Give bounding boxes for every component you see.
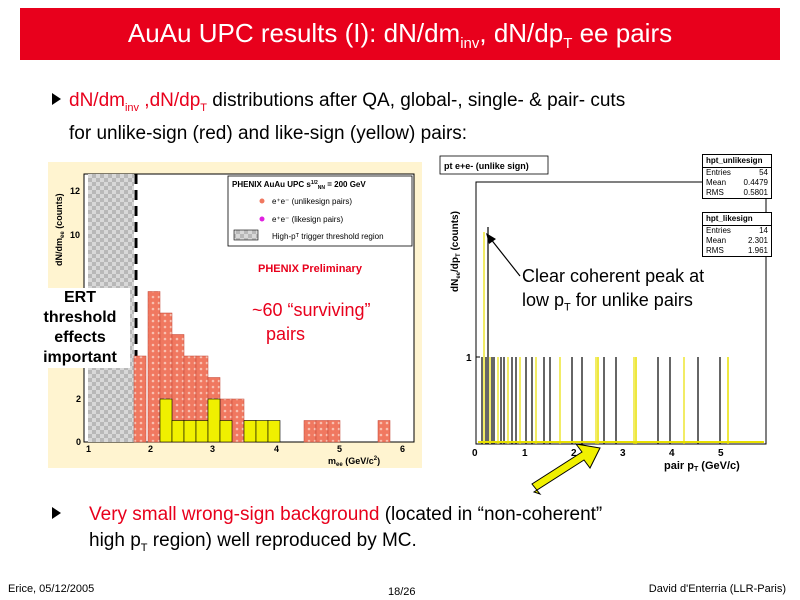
legend-threshold-swatch	[233, 229, 259, 241]
x-tick: 1	[86, 444, 91, 454]
x-tick: 4	[274, 444, 279, 454]
stats-row: Entries 14	[706, 226, 768, 235]
bullet1-red2: ,dN/dp	[139, 90, 201, 111]
y-tick: 2	[76, 394, 81, 404]
unlike-bar	[231, 398, 245, 443]
title-text-post: ee pairs	[572, 18, 673, 48]
bullet2-sub: T	[140, 541, 148, 554]
bullet1-sub: inv	[124, 101, 140, 114]
like-bar	[171, 420, 185, 443]
bullet-2: Very small wrong-sign background (locate…	[52, 502, 602, 561]
unlike-bar	[377, 420, 391, 443]
title-text-mid: , dN/dp	[479, 18, 564, 48]
legend-item-threshold: High-pᵀ trigger threshold region	[272, 232, 384, 241]
bullet2-line2-post: region) well reproduced by MC.	[147, 530, 417, 551]
x-tick: 3	[620, 448, 626, 459]
x-tick: 3	[210, 444, 215, 454]
x-tick: 2	[148, 444, 153, 454]
like-bar	[255, 420, 269, 443]
surviving-line: ~60 “surviving”	[252, 300, 371, 320]
stats-row: Mean 2.301	[706, 236, 768, 245]
like-bar	[159, 398, 173, 443]
title-sub: inv	[460, 35, 480, 53]
mass-distribution-plot: 1 2 3 4 5 6 0 2 10 12 dN/dmee (counts) m…	[48, 162, 422, 468]
ert-annotation: ERT threshold effects important	[30, 288, 130, 368]
legend-box	[227, 175, 413, 247]
x-tick: 4	[669, 448, 675, 459]
ert-line: threshold	[43, 309, 117, 326]
stats-row: RMS 0.5801	[706, 188, 768, 197]
legend-item-unlike: e⁺e⁻ (unlikesign pairs)	[272, 197, 352, 206]
x-axis-label: mee (GeV/c2)	[328, 456, 380, 468]
y-tick: 10	[70, 230, 80, 240]
bullet-1: dN/dminv ,dN/dpT distributions after QA,…	[52, 88, 625, 147]
y-tick: 0	[76, 437, 81, 447]
surviving-line: pairs	[266, 324, 306, 344]
like-bar	[243, 420, 257, 443]
stats-name: hpt_unlikesign	[703, 155, 771, 168]
coherent-line2: low pT for unlike pairs	[522, 290, 693, 314]
ert-line: effects	[54, 329, 106, 346]
footer-right: David d'Enterria (LLR-Paris)	[648, 583, 786, 595]
hist-title-box	[439, 155, 549, 175]
x-tick: 6	[400, 444, 405, 454]
stats-row: Entries 54	[706, 168, 768, 177]
bullet2-line2: high p	[89, 530, 141, 551]
ert-line: important	[43, 349, 117, 366]
like-bar	[207, 398, 221, 443]
bullet-arrow-icon	[52, 93, 61, 105]
x-tick: 5	[337, 444, 342, 454]
y-tick: 1	[466, 353, 472, 364]
legend-unlike-marker	[259, 198, 265, 204]
like-bar	[195, 420, 209, 443]
stats-box-like: hpt_likesign Entries 14 Mean 2.301 RMS 1.96…	[702, 212, 772, 257]
y-axis-label: dNee/dpT (counts)	[450, 211, 462, 292]
x-tick: 5	[718, 448, 724, 459]
like-bar	[267, 420, 281, 443]
coherent-line: Clear coherent peak at	[522, 266, 705, 286]
legend-item-like: e⁺e⁻ (likesign pairs)	[272, 215, 343, 224]
unlike-bar	[303, 420, 317, 443]
slide-title: AuAu UPC results (I): dN/dminv, dN/dpT e…	[20, 8, 780, 60]
y-tick: 12	[70, 186, 80, 196]
bullet2-rest: (located in “non-coherent”	[379, 504, 603, 525]
stats-name: hpt_likesign	[703, 213, 771, 226]
unlike-bar	[133, 355, 147, 443]
x-tick: 0	[472, 448, 478, 459]
bullet1-rest: distributions after QA, global-, single-…	[207, 90, 626, 111]
preliminary-label: PHENIX Preliminary	[258, 263, 363, 275]
stats-box-unlike: hpt_unlikesign Entries 54 Mean 0.4479 RMS 0…	[702, 154, 772, 199]
stats-row: RMS 1.961	[706, 246, 768, 255]
footer-left: Erice, 05/12/2005	[8, 583, 95, 595]
bullet1-sub2: T	[200, 101, 208, 114]
x-axis-label: pair pT (GeV/c)	[664, 460, 740, 473]
ert-line: ERT	[64, 289, 96, 306]
y-axis-label: dN/dmee (counts)	[54, 193, 66, 266]
bullet2-red: Very small wrong-sign background	[89, 504, 380, 525]
footer-page: 18/26	[388, 586, 416, 598]
bullet-arrow-icon	[52, 507, 61, 519]
like-bar	[183, 420, 197, 443]
surviving-annotation: ~60 “surviving” pairs	[252, 298, 371, 346]
x-tick: 2	[571, 448, 577, 459]
stats-row: Mean 0.4479	[706, 178, 768, 187]
legend-like-marker	[259, 216, 265, 222]
like-bar	[219, 420, 233, 443]
bullet1-red: dN/dm	[69, 90, 125, 111]
unlike-bar	[315, 420, 329, 443]
legend-title: PHENIX AuAu UPC s1/2NN = 200 GeV	[232, 180, 366, 191]
unlike-bar	[327, 420, 341, 443]
unlike-bar	[147, 291, 161, 443]
coherent-annotation: Clear coherent peak at low pT for unlike…	[522, 264, 705, 320]
title-sub2: T	[563, 35, 573, 53]
x-tick: 1	[522, 448, 528, 459]
hist-title: pt e+e- (unlike sign)	[444, 161, 529, 171]
title-text: AuAu UPC results (I): dN/dm	[127, 18, 461, 48]
bullet1-line2: for unlike-sign (red) and like-sign (yel…	[69, 122, 468, 144]
